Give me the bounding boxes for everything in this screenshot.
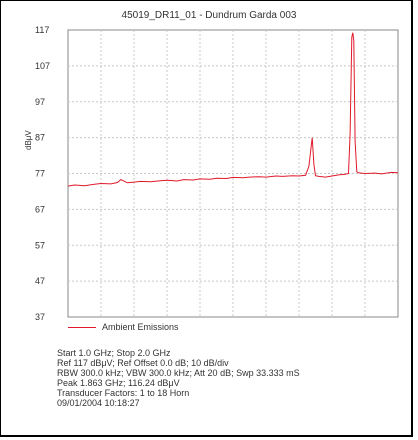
grid-lines bbox=[68, 30, 398, 317]
info-line-rbw: RBW 300.0 kHz; VBW 300.0 kHz; Att 20 dB;… bbox=[57, 368, 300, 378]
legend: Ambient Emissions bbox=[68, 320, 179, 334]
y-tick-label: 37 bbox=[35, 312, 45, 322]
y-tick-label: 97 bbox=[35, 97, 45, 107]
y-tick-labels: 117 107 97 87 77 67 57 47 37 bbox=[35, 25, 50, 322]
chart-title: 45019_DR11_01 - Dundrum Garda 003 bbox=[121, 10, 297, 21]
y-tick-label: 117 bbox=[35, 25, 49, 35]
info-line-timestamp: 09/01/2004 10:18:27 bbox=[57, 398, 140, 408]
legend-label: Ambient Emissions bbox=[102, 322, 179, 332]
y-tick-label: 57 bbox=[35, 240, 45, 250]
y-tick-label: 87 bbox=[35, 133, 45, 143]
y-tick-label: 107 bbox=[35, 61, 50, 71]
y-axis-label: dBμV bbox=[24, 130, 33, 150]
info-line-peak: Peak 1.863 GHz; 116.24 dBμV bbox=[57, 378, 180, 388]
info-line-transducer: Transducer Factors: 1 to 18 Horn bbox=[57, 388, 190, 398]
y-tick-label: 47 bbox=[35, 276, 45, 286]
legend-swatch-line bbox=[68, 326, 96, 328]
info-line-start-stop: Start 1.0 GHz; Stop 2.0 GHz bbox=[57, 348, 171, 358]
y-tick-label: 67 bbox=[35, 204, 45, 214]
series-line-ambient-emissions bbox=[67, 32, 399, 187]
info-line-ref: Ref 117 dBμV; Ref Offset 0.0 dB; 10 dB/d… bbox=[57, 358, 229, 368]
y-tick-label: 77 bbox=[35, 169, 45, 179]
info-block: Start 1.0 GHz; Stop 2.0 GHz Ref 117 dBμV… bbox=[57, 348, 300, 408]
